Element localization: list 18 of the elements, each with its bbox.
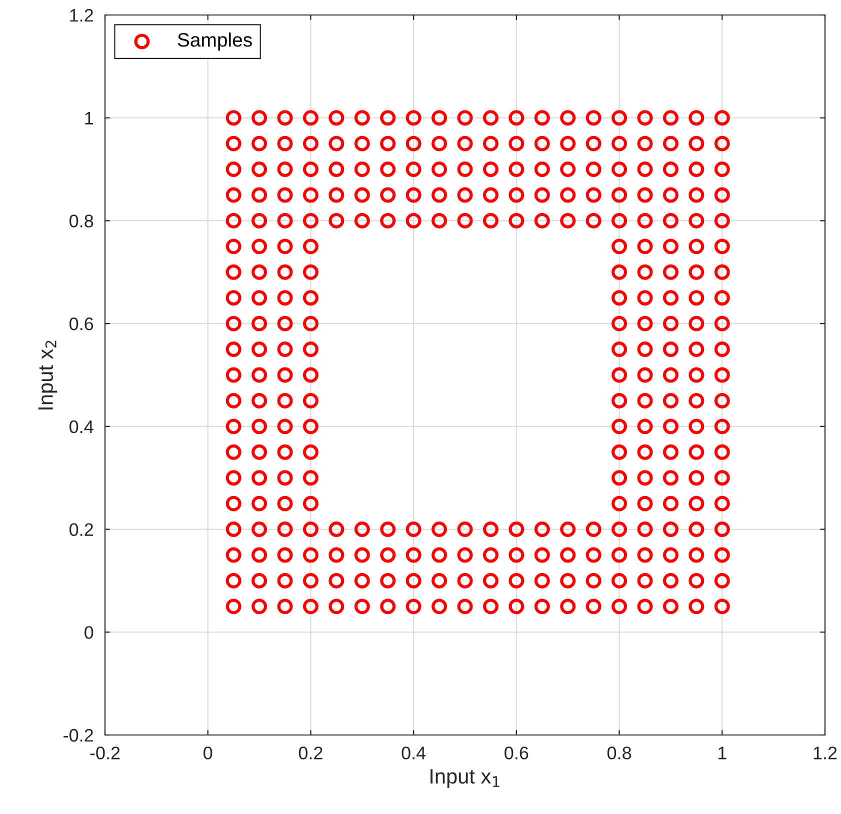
x-tick-label: 0.8 (607, 746, 632, 760)
y-tick-label: 0 (84, 626, 94, 639)
y-tick-label: 0.2 (69, 523, 93, 536)
x-axis-title: Input x$_{1}$ (430, 769, 500, 788)
y-tick-label: 0.4 (69, 420, 94, 434)
y-tick-label: 0.8 (69, 214, 94, 228)
y-tick-label: 0.6 (69, 318, 94, 330)
x-tick-label: 0.2 (298, 746, 322, 760)
y-tick-label: -0.2 (64, 728, 93, 742)
y-tick-label: 1.2 (70, 8, 93, 22)
x-tick-label: 0.4 (402, 746, 426, 760)
legend-label: Samples (178, 32, 252, 51)
y-axis-title: Input x$_{2}$ (38, 340, 58, 410)
x-tick-label: 1 (718, 746, 726, 760)
x-tick-label: 0 (204, 746, 212, 760)
y-tick-label: 1 (85, 112, 94, 124)
x-tick-label: 0.6 (504, 746, 528, 760)
x-tick-label: 1.2 (814, 746, 837, 760)
